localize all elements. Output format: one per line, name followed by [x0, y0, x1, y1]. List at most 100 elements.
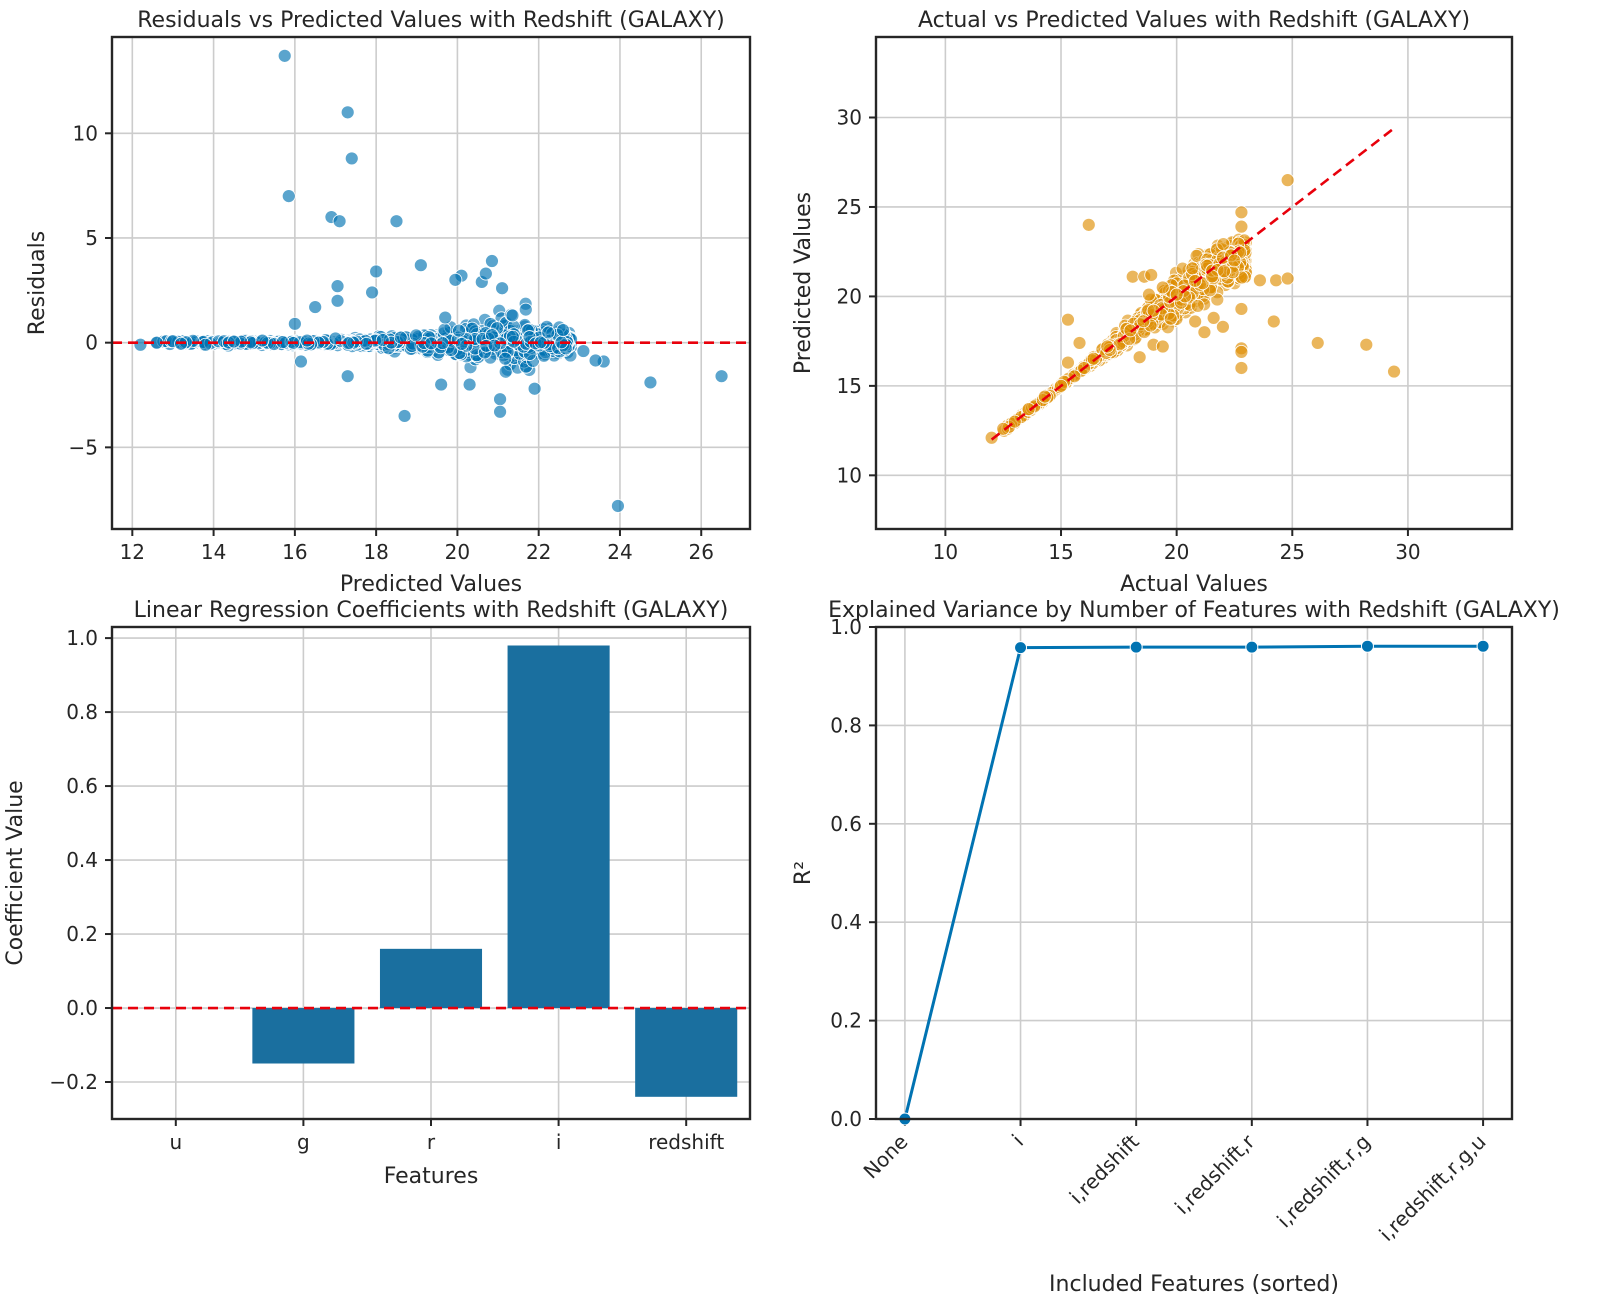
data-point — [1234, 361, 1249, 375]
y-tick-label: 5 — [85, 226, 98, 250]
x-tick-label: i — [556, 1130, 562, 1154]
data-point — [1144, 268, 1159, 282]
x-tick-label: i,redshift,r,g — [1272, 1130, 1375, 1233]
y-tick-label: 15 — [837, 374, 862, 398]
data-point — [1061, 312, 1075, 327]
data-point — [1037, 389, 1052, 404]
y-tick-label: 0 — [85, 331, 98, 355]
data-point — [1163, 311, 1178, 326]
x-tick-label: i — [1007, 1130, 1028, 1151]
x-tick-label: 10 — [933, 540, 958, 564]
axes-frame — [874, 625, 1514, 1121]
r2-line — [903, 644, 1484, 1120]
y-tick-label: 0.4 — [66, 848, 98, 872]
chart-3: −0.2 0.0 0.2 0.4 0.6 0.8 1.0 u g r i redshift Linear… — [3, 598, 752, 1189]
r2-point-1 — [1014, 641, 1028, 655]
data-point — [294, 354, 308, 369]
y-tick-label: −0.2 — [49, 1070, 98, 1094]
x-tick-label: 15 — [1048, 540, 1073, 564]
x-axis-label: Predicted Values — [340, 572, 522, 597]
x-tick-label: 16 — [282, 540, 307, 564]
data-point — [389, 214, 404, 229]
y-tick-label: 0.8 — [66, 700, 98, 724]
y-tick-label: 1.0 — [66, 626, 98, 650]
x-tick-label: 30 — [1395, 540, 1420, 564]
data-point — [1123, 323, 1138, 338]
bar-i — [507, 645, 610, 1009]
y-axis-label: R² — [791, 861, 816, 885]
axes-frame — [110, 35, 752, 531]
x-tick-label: None — [859, 1130, 913, 1184]
data-point — [576, 344, 591, 358]
scatter-points — [133, 48, 729, 513]
x-tick-label: i,redshift,r — [1170, 1129, 1260, 1219]
bar-r — [379, 948, 483, 1009]
data-point — [588, 353, 603, 368]
data-point — [409, 328, 423, 343]
y-tick-label: 0.6 — [66, 774, 98, 798]
y-tick-label: −5 — [69, 435, 98, 459]
data-point — [611, 499, 625, 513]
data-point — [478, 266, 493, 281]
data-point — [300, 333, 314, 348]
y-tick-label: 0.0 — [830, 1107, 862, 1131]
y-tick-label: 0.8 — [830, 713, 862, 737]
x-axis-label: Included Features (sorted) — [1049, 1272, 1339, 1297]
data-point — [1234, 344, 1249, 359]
x-tick-label: i,redshift — [1065, 1129, 1144, 1208]
identity-reference-line — [990, 127, 1395, 441]
data-point — [340, 369, 355, 384]
y-tick-label: 1.0 — [830, 615, 862, 639]
data-point — [277, 48, 292, 63]
data-point — [452, 323, 466, 338]
data-point — [1210, 292, 1225, 307]
x-tick-label: 26 — [689, 540, 714, 564]
x-tick-label: r — [427, 1130, 436, 1154]
data-point — [375, 333, 390, 347]
data-point — [369, 264, 384, 279]
data-point — [1227, 253, 1242, 268]
r2-point-4 — [1360, 639, 1374, 653]
data-point — [1216, 319, 1230, 334]
y-tick-label: 20 — [837, 284, 862, 308]
data-point — [413, 258, 428, 273]
y-axis-label: Coefficient Value — [3, 780, 28, 965]
data-point — [393, 330, 408, 345]
y-tick-label: 30 — [837, 106, 862, 130]
data-point — [1280, 271, 1295, 286]
data-point — [1086, 351, 1101, 366]
data-point — [1234, 302, 1249, 316]
chart-title: Residuals vs Predicted Values with Redsh… — [137, 8, 725, 33]
data-point — [133, 337, 148, 352]
data-point — [308, 300, 323, 314]
y-tick-label: 25 — [837, 195, 862, 219]
data-point — [1359, 337, 1374, 352]
x-tick-label: 18 — [363, 540, 388, 564]
data-point — [198, 337, 213, 352]
data-point — [1234, 205, 1249, 220]
data-point — [498, 364, 513, 379]
x-tick-label: 20 — [1164, 540, 1189, 564]
data-point — [1217, 264, 1231, 279]
data-point — [434, 377, 449, 392]
data-point — [255, 333, 270, 348]
chart-2: 10 15 20 25 30 10 15 20 25 30 Actual vs Predicted … — [791, 8, 1514, 597]
r2-point-3 — [1245, 640, 1259, 654]
y-axis-label: Residuals — [25, 231, 50, 335]
data-point — [332, 214, 347, 229]
data-point — [1021, 402, 1036, 417]
x-tick-label: 24 — [607, 540, 632, 564]
data-point — [984, 430, 999, 445]
chart-title: Explained Variance by Number of Features… — [828, 598, 1560, 623]
y-tick-label: 0.0 — [66, 996, 98, 1020]
data-point — [397, 409, 412, 423]
data-point — [1155, 339, 1170, 354]
data-point — [1072, 336, 1087, 350]
data-point — [365, 285, 379, 300]
data-point — [340, 105, 355, 120]
axes-frame — [874, 35, 1514, 531]
axes-frame — [110, 625, 752, 1121]
data-point — [996, 421, 1011, 436]
data-point — [1132, 350, 1147, 365]
